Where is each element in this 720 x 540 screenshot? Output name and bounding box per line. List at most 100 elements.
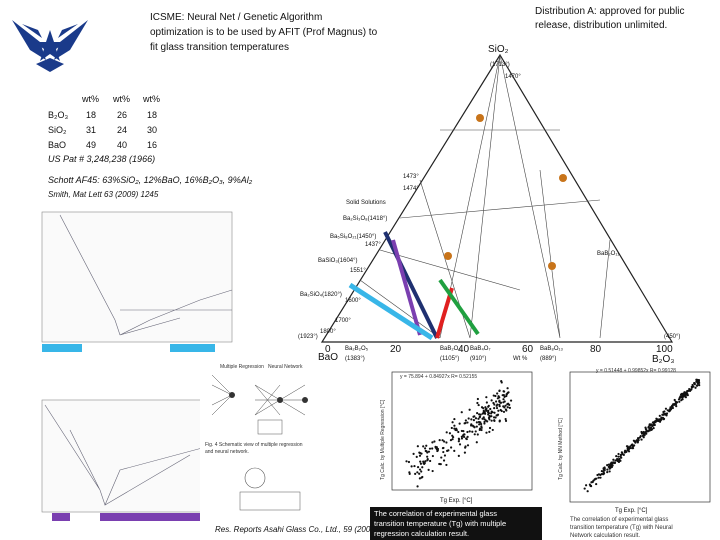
scatter-dot (615, 455, 618, 458)
scatter-dot (443, 454, 447, 457)
scatter-dot (422, 445, 425, 448)
scatter-dot (448, 432, 452, 435)
scatter-dot (467, 417, 470, 420)
scatter-dot (478, 428, 481, 432)
scatter-dot (637, 439, 640, 442)
scatter-dot (490, 399, 493, 402)
corner-temp: (1923°) (298, 334, 318, 340)
scatter-dot (484, 406, 487, 409)
apex-temp: (1713°) (490, 62, 510, 68)
scatter-dot (662, 413, 665, 416)
scatter-dot (679, 393, 683, 396)
composition-line (348, 282, 434, 341)
scatter-dot (423, 447, 427, 450)
scatter-dot (445, 441, 448, 444)
scatter-dot (436, 447, 440, 451)
scatter-dot (502, 405, 505, 408)
scatter-dot (678, 400, 681, 403)
scatter-dot (505, 392, 508, 396)
scatter-dot (434, 446, 437, 449)
scatter-dot (505, 409, 508, 412)
scatter-dot (608, 464, 612, 468)
scatter-dot (586, 490, 589, 493)
title-line: optimization is to be used by AFIT (Prof… (150, 27, 378, 38)
scatter-dot (480, 428, 483, 432)
scatter-dot (617, 455, 620, 458)
scatter-dot (473, 433, 476, 436)
scatter-dot (494, 400, 498, 403)
scatter-dot (457, 437, 460, 440)
scatter-dot (485, 401, 488, 404)
scatter-dot (451, 421, 454, 424)
scatter-dot (475, 421, 478, 424)
scatter-dot (419, 451, 422, 455)
network-caption: Fig. 4 Schematic view of multiple regres… (205, 442, 303, 448)
scatter-dot (696, 381, 699, 384)
scatter-dot (499, 408, 502, 412)
scatter-dot (442, 450, 445, 454)
scatter-dot (475, 441, 478, 444)
scatter-dot (504, 417, 507, 421)
scatter-dot (640, 430, 643, 434)
scatter-dot (420, 476, 423, 479)
scatter-dot (583, 487, 586, 490)
composition-point (548, 262, 556, 270)
isotherm-temp: 1551° (350, 268, 366, 274)
scatter-dot (652, 427, 655, 430)
apex-label: SiO₂ (488, 44, 509, 55)
scatter-dot (675, 401, 679, 404)
scatter-right: y = 0.51448 + 0.99852x R= 0.99128 Tg Exp… (545, 365, 720, 540)
scatter-dot (453, 449, 456, 453)
title-line: fit glass transition temperatures (150, 42, 289, 53)
scatter-dot (440, 456, 443, 459)
scatter-dot (442, 446, 445, 450)
scatter-dot (589, 484, 592, 488)
scatter-dot (693, 383, 696, 386)
scatter-dot (419, 462, 423, 465)
scatter-dot (462, 430, 465, 433)
scatter-dot (694, 386, 697, 389)
scatter-dot (487, 412, 491, 415)
scatter-dot (492, 401, 495, 405)
scatter-dot (611, 464, 614, 467)
distribution-line: Distribution A: approved for public (535, 6, 685, 17)
scatter-dot (690, 385, 693, 388)
scatter-dot (473, 415, 476, 418)
scatter-dot (506, 387, 509, 390)
scatter-dot (675, 405, 678, 408)
scatter-dot (644, 426, 647, 429)
compound: BaB₄O₇ (470, 346, 491, 352)
scatter-dot (420, 470, 423, 473)
scatter-dot (627, 450, 631, 453)
scatter-dot (480, 426, 483, 429)
scatter-dot (480, 422, 483, 426)
caption: Network calculation result. (570, 533, 640, 539)
header: ICSME: Neural Net / Genetic Algorithm op… (150, 6, 685, 53)
network-caption: and neural network. (205, 449, 249, 455)
corner-label: BaO (318, 352, 338, 363)
scatter-dot (688, 389, 692, 393)
scatter-dot (498, 420, 501, 423)
scatter-dot (431, 441, 434, 444)
scatter-dot (509, 399, 513, 402)
scatter-dot (468, 408, 471, 411)
scatter-dot (670, 404, 674, 408)
compound-temp: (1105°) (440, 356, 459, 362)
scatter-dot (451, 434, 454, 437)
scatter-dot (445, 463, 448, 467)
phase-label: Ba₂SiO₄(1820°) (300, 292, 342, 298)
table-cell: 40 (117, 140, 127, 150)
scatter-dot (503, 390, 506, 393)
scatter-dot (439, 463, 442, 466)
scatter-dot (665, 414, 668, 417)
scatter-dot (464, 419, 467, 422)
table-cell: 24 (117, 125, 127, 135)
phase-label: Ba₂Si₃O₈(1418°) (343, 216, 387, 222)
scatter-dot (410, 465, 413, 468)
scatter-dot (498, 399, 501, 402)
scatter-dot (462, 434, 465, 437)
scatter-dot (453, 427, 456, 430)
scatter-dot (606, 470, 609, 474)
composition-line (383, 231, 439, 339)
